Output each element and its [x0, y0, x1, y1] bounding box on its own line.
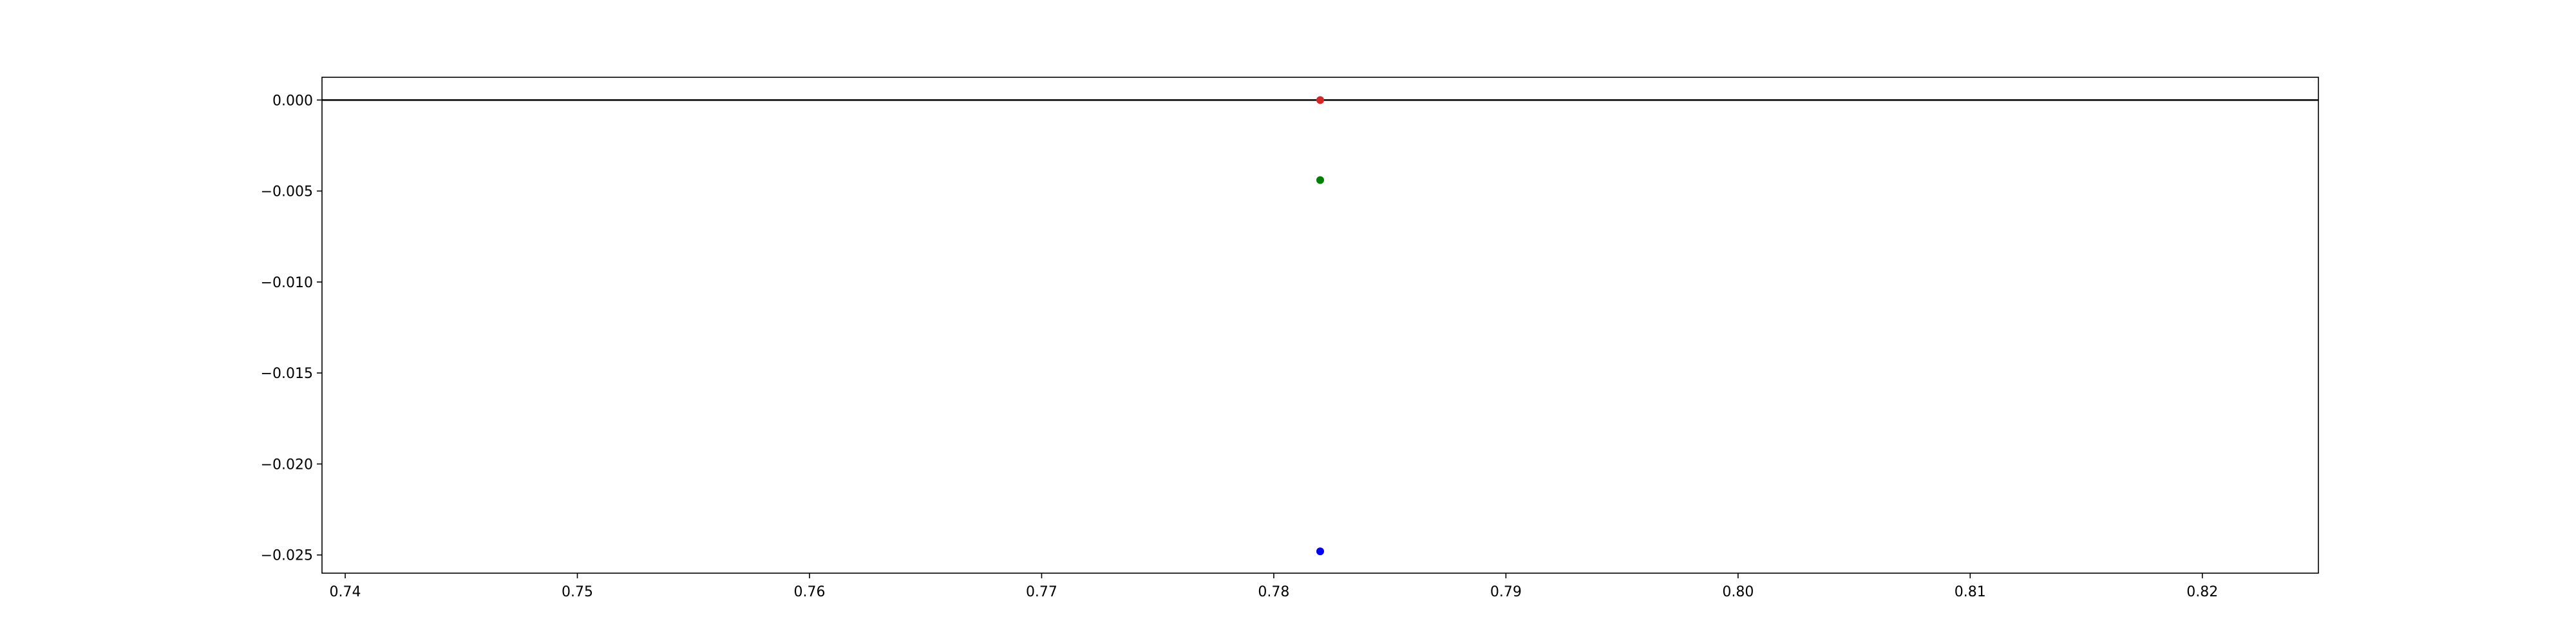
- data-point-1: [1316, 96, 1324, 104]
- x-tick-label-2: 0.75: [562, 584, 593, 600]
- x-tick-label-3: 0.76: [793, 584, 825, 600]
- y-tick-label-4: −0.015: [261, 366, 313, 382]
- data-point-2: [1316, 176, 1324, 184]
- plot-area: [322, 96, 2318, 556]
- y-tick-label-6: −0.025: [261, 548, 313, 564]
- x-tick-label-4: 0.77: [1026, 584, 1057, 600]
- x-tick-label-5: 0.78: [1258, 584, 1289, 600]
- x-tick-label-7: 0.80: [1722, 584, 1754, 600]
- x-tick-label-9: 0.82: [2186, 584, 2218, 600]
- data-point-3: [1316, 547, 1324, 556]
- axes: 0.74 0.75 0.76 0.77 0.78 0.79 0.80 0.81 0.82 0.00…: [261, 77, 2319, 600]
- y-tick-label-3: −0.010: [261, 275, 313, 291]
- y-tick-label-5: −0.020: [261, 457, 313, 473]
- x-tick-label-6: 0.79: [1490, 584, 1522, 600]
- axes-frame: [321, 77, 2319, 574]
- x-tick-label-8: 0.81: [1955, 584, 1986, 600]
- y-tick-label-2: −0.005: [261, 184, 313, 200]
- x-tick-label-1: 0.74: [330, 584, 361, 600]
- y-tick-label-1: 0.000: [272, 93, 313, 109]
